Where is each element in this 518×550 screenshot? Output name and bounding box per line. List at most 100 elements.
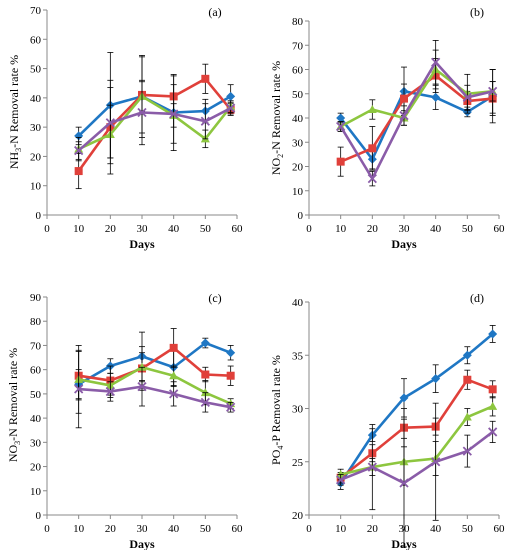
- data-point: [74, 384, 84, 394]
- y-tick-label: 70: [30, 5, 42, 17]
- series-4: [74, 349, 236, 429]
- data-point: [74, 167, 83, 176]
- x-tick-label: 20: [105, 223, 117, 235]
- data-point: [400, 94, 408, 103]
- y-axis-label: NO2-N Removal rate %: [269, 61, 285, 175]
- x-axis-label: Days: [129, 237, 155, 251]
- y-tick-label: 30: [292, 404, 304, 416]
- y-axis-label: NO3-N Removal rate %: [6, 348, 22, 462]
- data-point: [431, 92, 441, 102]
- x-tick-label: 0: [306, 523, 312, 535]
- panel-1: 0 10 20 30 40 50 60 70 0 10 20 30 40 50 60 Days NH3-N Re…: [7, 5, 243, 251]
- data-point: [336, 475, 346, 485]
- panel-label: (d): [470, 291, 484, 305]
- panel-label: (b): [470, 5, 484, 19]
- data-point: [105, 386, 115, 397]
- y-tick-label: 50: [30, 64, 42, 76]
- data-point: [367, 462, 377, 472]
- x-tick-label: 40: [168, 223, 180, 235]
- data-point: [169, 343, 178, 352]
- data-point: [367, 173, 377, 184]
- data-point: [399, 393, 409, 403]
- y-tick-label: 20: [292, 510, 304, 522]
- data-point: [105, 118, 115, 128]
- y-tick-label: 35: [292, 350, 304, 362]
- y-tick-label: 60: [30, 34, 42, 46]
- data-point: [137, 362, 147, 371]
- data-point: [200, 338, 210, 348]
- data-point: [336, 470, 346, 479]
- series-4: [74, 79, 236, 160]
- data-point: [226, 103, 236, 113]
- series-line: [340, 430, 494, 485]
- x-tick-label: 20: [367, 223, 379, 235]
- y-tick-label: 20: [30, 462, 42, 474]
- x-tick-label: 60: [232, 523, 244, 535]
- data-point: [74, 145, 84, 156]
- data-point: [226, 348, 236, 358]
- series-line: [78, 95, 232, 151]
- data-point: [488, 401, 498, 410]
- series-line: [339, 60, 493, 180]
- x-tick-label: 40: [168, 523, 180, 535]
- x-tick-label: 60: [232, 223, 244, 235]
- x-tick-label: 0: [44, 223, 50, 235]
- y-tick-label: 50: [292, 89, 304, 101]
- data-point: [137, 107, 147, 118]
- data-point: [169, 389, 179, 399]
- series-line: [78, 346, 231, 382]
- y-tick-label: 10: [30, 181, 42, 193]
- y-tick-label: 40: [292, 297, 304, 309]
- data-point: [226, 371, 235, 380]
- series-2: [74, 56, 235, 190]
- series-2: [336, 369, 497, 484]
- series-4: [336, 40, 498, 187]
- x-tick-label: 30: [399, 223, 411, 235]
- y-tick-label: 0: [36, 210, 42, 222]
- y-tick-label: 70: [30, 340, 42, 352]
- series-line: [339, 332, 494, 484]
- data-point: [137, 381, 147, 392]
- x-axis-label: Days: [391, 237, 417, 251]
- data-point: [201, 370, 210, 379]
- y-tick-label: 80: [30, 316, 42, 328]
- series-1: [74, 331, 236, 400]
- data-point: [201, 74, 210, 83]
- x-axis-label: Days: [129, 537, 155, 550]
- panel-2: 0 10 20 30 40 50 60 70 80 0 10 20 30 40 50 60 Days NO2-N …: [269, 5, 505, 251]
- series-line: [78, 341, 232, 386]
- data-point: [462, 92, 472, 103]
- y-tick-label: 30: [292, 137, 304, 149]
- series-line: [78, 365, 232, 405]
- series-line: [78, 385, 231, 409]
- y-tick-label: 50: [30, 389, 42, 401]
- x-tick-label: 60: [494, 523, 506, 535]
- y-tick-label: 60: [30, 365, 42, 377]
- y-tick-label: 0: [298, 210, 304, 222]
- panel-label: (a): [208, 5, 221, 19]
- data-point: [399, 110, 409, 121]
- x-tick-label: 30: [137, 523, 149, 535]
- data-point: [74, 131, 84, 141]
- x-tick-label: 20: [105, 523, 117, 535]
- x-tick-label: 10: [73, 223, 85, 235]
- data-point: [488, 427, 498, 437]
- x-tick-label: 10: [73, 523, 85, 535]
- y-tick-label: 70: [292, 40, 304, 52]
- series-3: [74, 81, 236, 165]
- data-point: [463, 375, 472, 384]
- x-tick-label: 0: [306, 223, 312, 235]
- y-tick-label: 30: [30, 122, 42, 134]
- x-tick-label: 0: [44, 523, 50, 535]
- panel-label: (c): [208, 291, 221, 305]
- data-point: [336, 121, 346, 132]
- data-point: [169, 109, 179, 119]
- y-tick-label: 10: [292, 186, 304, 198]
- series-line: [340, 68, 493, 128]
- y-tick-label: 0: [36, 510, 42, 522]
- data-point: [200, 116, 210, 126]
- x-tick-label: 50: [462, 523, 474, 535]
- data-point: [368, 144, 377, 153]
- y-tick-label: 30: [30, 437, 42, 449]
